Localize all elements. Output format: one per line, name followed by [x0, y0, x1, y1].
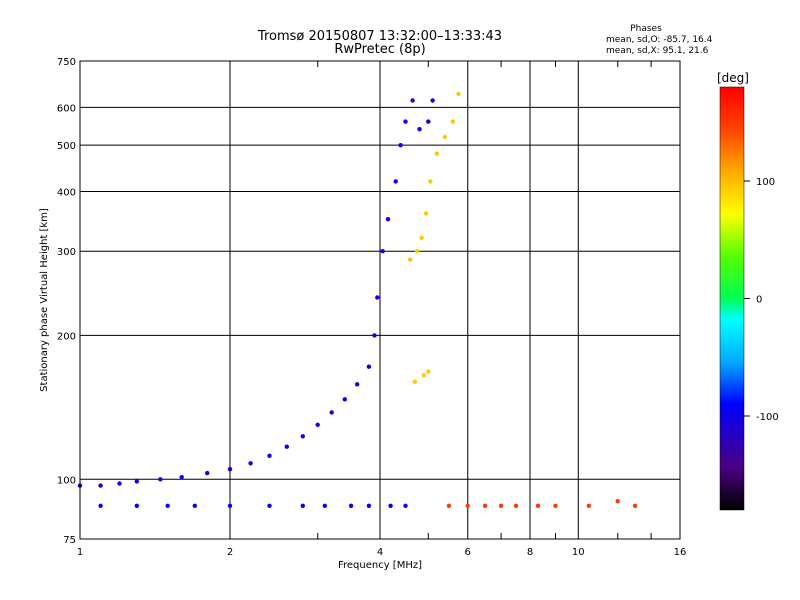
data-point [348, 503, 354, 508]
data-point [415, 249, 420, 254]
chart-subtitle: RwPretec (8p) [334, 42, 425, 57]
data-point [366, 364, 372, 369]
colorbar-label: [deg] [717, 71, 749, 85]
scatter-points [77, 91, 638, 508]
data-point [513, 503, 519, 508]
data-point [329, 410, 334, 415]
data-point [165, 503, 170, 508]
x-tick-label: 4 [377, 547, 383, 558]
data-point [410, 98, 415, 103]
data-point [227, 503, 233, 508]
data-point [134, 479, 139, 484]
x-tick-label: 1 [77, 547, 83, 558]
data-point [158, 477, 163, 482]
colorbar-ticks: 100 0 -100 [744, 177, 779, 423]
data-point [430, 98, 435, 103]
y-tick-label: 300 [57, 247, 76, 258]
data-point [192, 503, 197, 508]
data-point [315, 422, 320, 427]
x-tick-label: 2 [227, 547, 233, 558]
x-tick-label: 6 [465, 547, 471, 558]
grid [80, 61, 680, 539]
data-point [398, 143, 403, 148]
colorbar-tick-label: -100 [756, 412, 779, 423]
data-point [380, 249, 385, 254]
data-point [179, 475, 184, 480]
chart-title: Tromsø 20150807 13:32:00–13:33:43 [257, 29, 502, 44]
data-point [372, 333, 377, 338]
data-point [498, 503, 504, 508]
data-point [421, 373, 427, 378]
data-point [615, 499, 620, 504]
x-tick-label: 8 [527, 547, 533, 558]
data-point [434, 151, 439, 156]
x-tick-label: 10 [572, 547, 585, 558]
data-point [300, 434, 305, 439]
colorbar-tick-label: 0 [756, 295, 762, 306]
data-point [426, 369, 431, 374]
plot-frame [79, 60, 681, 540]
data-point [342, 397, 347, 402]
data-point [586, 503, 591, 508]
stats-o-line: mean, sd,O: -85.7, 16.4 [606, 35, 713, 45]
y-tick-label: 200 [57, 331, 76, 342]
data-point [300, 503, 305, 508]
y-tick-label: 600 [57, 103, 76, 114]
data-point [388, 503, 393, 508]
data-point [393, 179, 398, 184]
data-point [417, 127, 422, 132]
data-point [412, 379, 418, 384]
data-point [284, 444, 289, 449]
data-point [535, 503, 541, 508]
data-point [428, 179, 433, 184]
y-tick-label: 75 [63, 535, 76, 546]
data-point [227, 467, 233, 472]
data-point [632, 503, 638, 508]
data-point [205, 470, 210, 476]
data-point [419, 235, 424, 240]
axis-ticks: 1 2 4 6 8 10 16 75 100 200 300 400 500 600 750 [57, 57, 686, 558]
data-point [403, 119, 408, 124]
y-tick-label: 750 [57, 57, 76, 68]
stats-x-line: mean, sd,X: 95.1, 21.6 [606, 46, 709, 56]
data-point [403, 503, 408, 508]
data-point [426, 119, 431, 124]
data-point [408, 257, 413, 262]
colorbar-tick-label: 100 [756, 177, 775, 188]
data-point [375, 295, 380, 300]
data-point [355, 382, 360, 387]
x-axis-label: Frequency [MHz] [338, 560, 422, 571]
data-point [423, 211, 429, 216]
data-point [442, 134, 448, 140]
y-tick-label: 100 [57, 475, 76, 486]
data-point [98, 503, 103, 508]
data-point [267, 503, 272, 508]
data-point [482, 503, 488, 508]
colorbar [719, 86, 745, 511]
data-point [267, 453, 272, 458]
data-point [248, 461, 253, 466]
y-tick-label: 400 [57, 187, 76, 198]
y-tick-label: 500 [57, 141, 76, 152]
data-point [366, 503, 372, 508]
data-point [98, 483, 103, 488]
data-point [385, 217, 391, 222]
data-point [450, 119, 455, 124]
data-point [117, 481, 122, 486]
data-point [446, 503, 452, 508]
data-point [456, 91, 461, 97]
data-point [134, 503, 139, 508]
data-point [322, 503, 327, 508]
y-axis-label: Stationary phase Virtual Height [km] [39, 208, 50, 392]
stats-title: Phases [630, 24, 662, 34]
data-point [553, 503, 558, 508]
data-point [465, 503, 470, 508]
x-tick-label: 16 [674, 547, 687, 558]
